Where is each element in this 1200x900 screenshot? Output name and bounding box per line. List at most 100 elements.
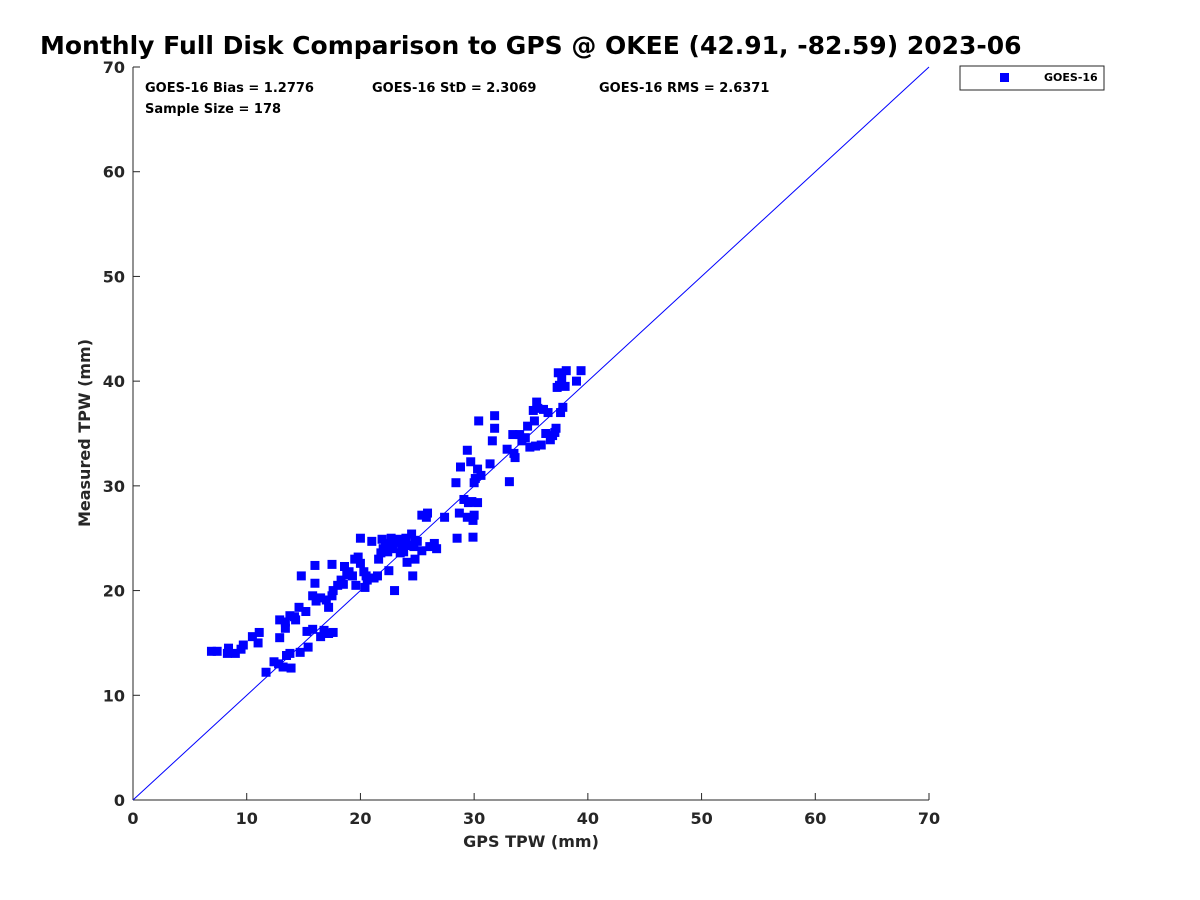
- data-point: [539, 404, 549, 414]
- y-tick-label: 10: [103, 686, 125, 705]
- data-point: [367, 536, 377, 546]
- data-point: [340, 561, 350, 571]
- data-point: [541, 429, 551, 438]
- data-point: [467, 497, 477, 507]
- data-point: [311, 596, 321, 606]
- data-point: [487, 436, 497, 446]
- data-point: [393, 534, 403, 544]
- data-point: [490, 423, 500, 433]
- x-tick-label: 60: [804, 809, 826, 828]
- data-point: [308, 624, 318, 634]
- data-point: [390, 586, 400, 596]
- data-point: [455, 462, 465, 472]
- data-point: [485, 459, 495, 469]
- data-point: [401, 533, 411, 543]
- data-point: [398, 542, 408, 552]
- data-point: [328, 627, 338, 637]
- data-point: [222, 648, 232, 658]
- data-point: [291, 615, 301, 625]
- data-point: [280, 623, 290, 633]
- data-point: [384, 566, 394, 576]
- data-point: [286, 663, 296, 673]
- data-point: [316, 593, 326, 603]
- data-point: [451, 478, 461, 488]
- data-point: [536, 440, 546, 450]
- y-axis-title: Measured TPW (mm): [75, 339, 94, 527]
- data-point: [410, 554, 420, 564]
- x-axis-title: GPS TPW (mm): [463, 832, 599, 851]
- data-point: [417, 510, 427, 520]
- data-points: [206, 366, 586, 677]
- data-point: [280, 617, 290, 627]
- data-point: [303, 642, 313, 652]
- data-point: [473, 464, 483, 474]
- sample-size-annotation: Sample Size = 178: [145, 102, 281, 117]
- data-point: [502, 444, 512, 454]
- data-point: [388, 544, 398, 554]
- data-point: [409, 542, 419, 552]
- data-point: [531, 441, 541, 451]
- data-point: [407, 529, 417, 539]
- data-point: [377, 534, 387, 544]
- data-point: [206, 646, 216, 656]
- data-point: [523, 421, 533, 431]
- data-point: [212, 646, 222, 656]
- data-point: [551, 423, 561, 433]
- y-tick-label: 60: [103, 163, 125, 182]
- data-point: [321, 595, 331, 605]
- data-point: [412, 536, 422, 546]
- data-point: [324, 602, 334, 612]
- data-point: [327, 559, 337, 569]
- data-point: [462, 445, 472, 455]
- rms-annotation: GOES-16 RMS = 2.6371: [599, 81, 769, 96]
- data-point: [324, 629, 334, 639]
- data-point: [333, 580, 343, 590]
- data-point: [238, 640, 248, 650]
- data-point: [469, 510, 479, 520]
- legend-marker-square: [1000, 73, 1009, 82]
- x-tick-label: 70: [918, 809, 940, 828]
- data-point: [285, 611, 295, 621]
- data-point: [425, 542, 435, 552]
- data-point: [454, 508, 464, 518]
- data-point: [399, 547, 409, 557]
- data-point: [417, 546, 427, 556]
- data-point: [355, 533, 365, 543]
- data-point: [440, 512, 450, 522]
- data-point: [571, 376, 581, 386]
- data-point: [278, 662, 288, 672]
- y-tick-label: 70: [103, 58, 125, 77]
- data-point: [462, 512, 472, 522]
- data-point: [533, 403, 543, 413]
- data-point: [302, 626, 312, 636]
- data-point: [338, 579, 348, 589]
- data-point: [261, 667, 271, 677]
- data-point: [310, 560, 320, 570]
- data-point: [254, 627, 264, 637]
- data-point: [347, 571, 357, 581]
- data-point: [384, 538, 394, 548]
- data-point: [328, 586, 338, 596]
- data-point: [558, 402, 568, 412]
- y-tick-label: 40: [103, 372, 125, 391]
- x-tick-label: 30: [463, 809, 485, 828]
- data-point: [372, 571, 382, 581]
- data-point: [543, 408, 553, 418]
- identity-line-layer: [132, 66, 930, 801]
- data-point: [296, 571, 306, 581]
- data-point: [423, 508, 433, 518]
- data-point: [353, 552, 363, 562]
- chart-title: Monthly Full Disk Comparison to GPS @ OK…: [40, 31, 1022, 60]
- data-point: [269, 657, 279, 667]
- data-point: [576, 366, 586, 376]
- data-point: [253, 638, 263, 648]
- data-point: [476, 470, 486, 480]
- data-point: [554, 380, 564, 390]
- x-tick-label: 50: [690, 809, 712, 828]
- data-point: [561, 366, 571, 376]
- data-point: [470, 474, 480, 484]
- y-tick-label: 50: [103, 267, 125, 286]
- data-point: [230, 648, 240, 658]
- data-point: [468, 515, 478, 525]
- data-point: [362, 575, 372, 585]
